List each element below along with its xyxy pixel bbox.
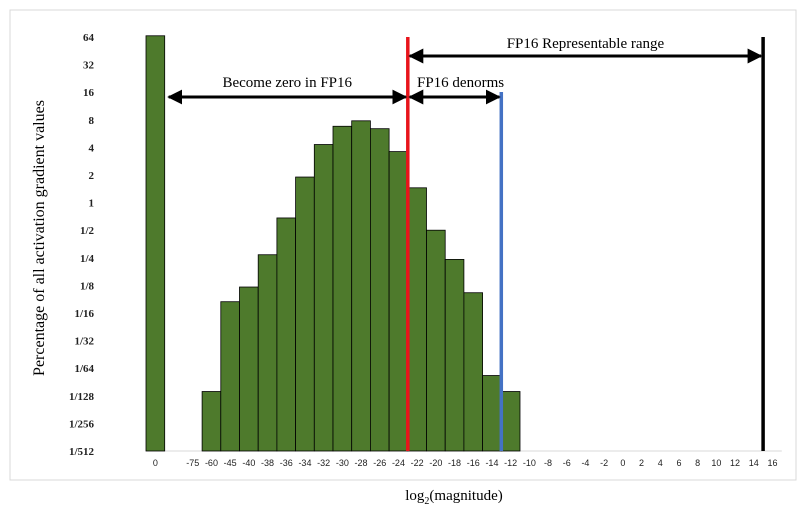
y-tick-label: 1/128 (69, 391, 95, 403)
x-tick-label: -22 (411, 458, 424, 468)
range-annotation: FP16 Representable range (507, 36, 665, 52)
y-tick-label: 1/256 (69, 418, 95, 430)
bar (351, 120, 371, 452)
bar (426, 229, 446, 452)
bar (388, 151, 409, 452)
x-axis-label: log2(magnitude) (405, 488, 502, 507)
y-axis-label: Percentage of all activation gradient va… (31, 100, 48, 376)
threshold-lines (406, 37, 765, 451)
x-tick-label: 0 (153, 458, 158, 468)
x-tick-label: -12 (504, 458, 517, 468)
bar (463, 292, 483, 452)
bar (276, 217, 296, 452)
x-tick-label: -36 (280, 458, 293, 468)
x-axis-label-rest: (magnitude) (429, 488, 502, 504)
x-tick-label: -26 (373, 458, 386, 468)
x-tick-labels: 0 -75 -60 -45 -40 -38 -36 -34 -32 -30 -28 -26 -24 -22… (153, 458, 778, 468)
bar (407, 187, 427, 452)
x-tick-label: -14 (485, 458, 498, 468)
x-tick-label: -18 (448, 458, 461, 468)
x-tick-label: -8 (544, 458, 552, 468)
y-tick-label: 1/16 (74, 308, 94, 320)
x-tick-label: 10 (711, 458, 721, 468)
x-tick-label: -10 (523, 458, 536, 468)
bar (257, 254, 278, 452)
x-axis-label-sub: 2 (424, 496, 429, 507)
x-tick-label: 4 (658, 458, 663, 468)
y-tick-label: 8 (89, 115, 95, 127)
y-tick-label: 1 (89, 198, 95, 210)
bar (295, 176, 315, 452)
x-tick-label: 8 (695, 458, 700, 468)
y-tick-label: 1/64 (74, 363, 94, 375)
y-tick-label: 64 (83, 32, 95, 44)
y-tick-label: 1/32 (74, 336, 94, 348)
x-tick-label: -40 (242, 458, 255, 468)
bar (220, 301, 240, 452)
x-tick-label: 12 (730, 458, 740, 468)
x-tick-label: 16 (767, 458, 777, 468)
y-tick-label: 1/512 (69, 446, 95, 458)
y-tick-label: 2 (89, 170, 95, 182)
chart-border (9, 9, 797, 481)
x-tick-label: 0 (620, 458, 625, 468)
y-tick-labels: 1/512 1/256 1/128 1/64 1/32 1/16 1/8 1/4 1/2 1 2 4 8… (69, 32, 95, 458)
y-tick-label: 1/2 (80, 225, 95, 237)
bar (369, 128, 390, 452)
bar (444, 259, 465, 452)
bar (482, 375, 502, 452)
x-tick-label: -34 (298, 458, 311, 468)
bars-group (145, 35, 521, 452)
y-tick-label: 32 (83, 60, 95, 72)
x-tick-label: -28 (355, 458, 368, 468)
bar (201, 391, 222, 452)
x-tick-label: -38 (261, 458, 274, 468)
x-tick-label: 6 (676, 458, 681, 468)
x-tick-label: 14 (749, 458, 759, 468)
bar (332, 125, 353, 452)
y-tick-label: 1/8 (80, 280, 95, 292)
x-tick-label: -4 (581, 458, 589, 468)
x-tick-label: -75 (186, 458, 199, 468)
x-tick-label: -16 (467, 458, 480, 468)
x-tick-label: -60 (205, 458, 218, 468)
zero-annotation: Become zero in FP16 (222, 75, 352, 91)
annotation-arrows: Become zero in FP16 FP16 denorms FP16 Repr… (167, 36, 763, 105)
y-tick-label: 4 (89, 142, 95, 154)
bar (145, 35, 166, 452)
x-tick-label: -45 (224, 458, 237, 468)
x-tick-label: -2 (600, 458, 608, 468)
x-tick-label: 2 (639, 458, 644, 468)
y-tick-label: 1/4 (80, 253, 95, 265)
x-tick-label: -20 (429, 458, 442, 468)
denorm-annotation: FP16 denorms (417, 75, 504, 91)
x-tick-label: -24 (392, 458, 405, 468)
bar (500, 391, 521, 452)
x-tick-label: -32 (317, 458, 330, 468)
bar (313, 144, 334, 452)
x-tick-label: -6 (563, 458, 571, 468)
x-axis-label-main: log (405, 488, 425, 504)
x-tick-label: -30 (336, 458, 349, 468)
y-tick-label: 16 (83, 87, 95, 99)
bar (239, 286, 259, 452)
